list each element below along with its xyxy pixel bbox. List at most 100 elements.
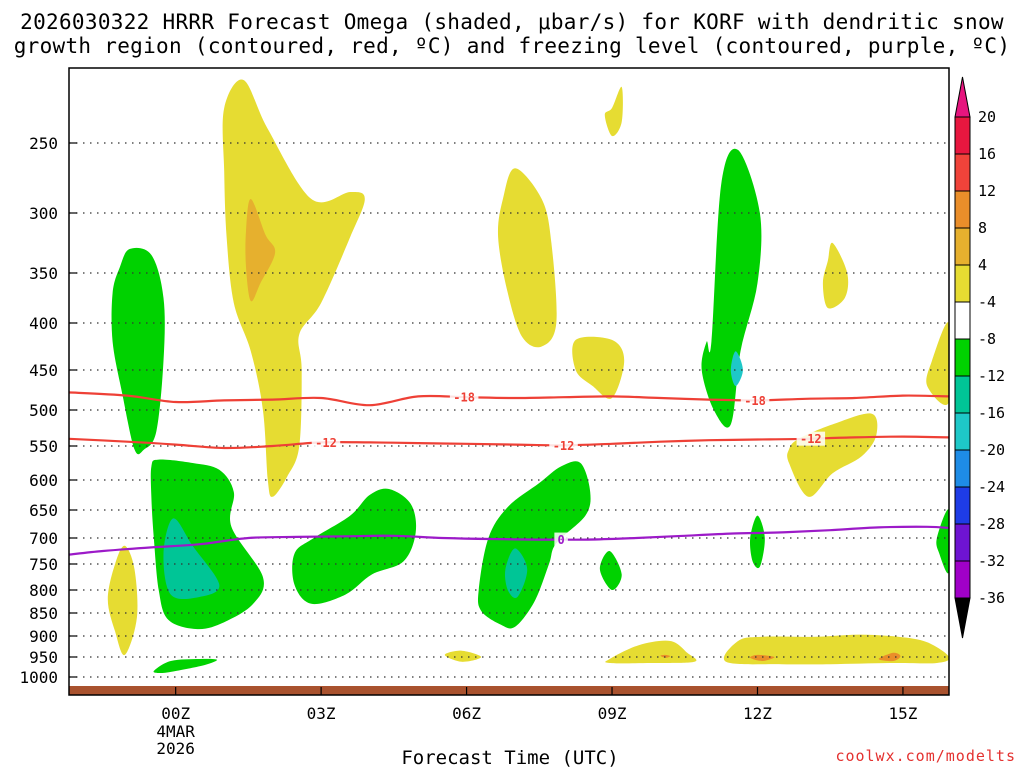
colorbar-swatch-16 [954, 153, 971, 192]
omega-region-0 [222, 79, 365, 497]
x-tick-label-15Z: 15Z [888, 704, 917, 723]
x-axis-label: Forecast Time (UTC) [401, 747, 618, 768]
omega-region-24 [749, 515, 765, 569]
ground-surface-bar [69, 686, 949, 695]
colorbar-top-arrow [954, 76, 971, 118]
x-tick-label-00Z: 00Z [161, 704, 190, 723]
omega-region-22 [504, 548, 528, 598]
y-tick-label-800: 800 [29, 581, 58, 600]
colorbar-label-4: 4 [978, 256, 987, 274]
omega-region-26 [153, 658, 217, 673]
omega-region-6 [926, 322, 949, 405]
y-tick-label-400: 400 [29, 314, 58, 333]
colorbar-swatch-8 [954, 227, 971, 266]
omega-region-3 [497, 168, 557, 348]
y-tick-label-700: 700 [29, 529, 58, 548]
colorbar-swatch--12 [954, 375, 971, 414]
y-tick-label-350: 350 [29, 264, 58, 283]
dgz-minus12-label-bg-0 [311, 435, 341, 450]
omega-region-5 [822, 242, 849, 309]
colorbar-swatch--32 [954, 560, 971, 599]
y-tick-label-950: 950 [29, 648, 58, 667]
colorbar-label--16: -16 [978, 404, 1005, 422]
x-date-label-2026: 2026 [156, 739, 195, 758]
dgz-minus18-label-0: -18 [453, 391, 475, 405]
dgz-minus18-line [69, 391, 949, 407]
omega-region-21 [477, 461, 591, 629]
freezing-level-label-0: 0 [558, 533, 565, 547]
credit-text: coolwx.com/modelts [835, 747, 1016, 765]
y-axis: 250 300 350 400 450 500 550 600 650 700 750 800 850 9… [19, 134, 77, 687]
colorbar-swatch--28 [954, 523, 971, 562]
plot-frame [68, 67, 950, 696]
omega-region-4 [572, 336, 625, 399]
colorbar-label--12: -12 [978, 367, 1005, 385]
omega-region-9 [444, 650, 482, 662]
omega-region-14 [878, 652, 901, 662]
colorbar-label--24: -24 [978, 478, 1005, 496]
omega-region-8 [107, 545, 138, 656]
x-tick-label-09Z: 09Z [598, 704, 627, 723]
colorbar-swatch-20 [954, 116, 971, 155]
omega-region-10 [605, 640, 697, 664]
colorbar-label--20: -20 [978, 441, 1005, 459]
dgz-minus12-label-2: -12 [800, 432, 822, 446]
omega-region-25 [936, 509, 949, 574]
omega-region-7 [787, 413, 878, 497]
x-date-label-4MAR: 4MAR [156, 722, 195, 741]
colorbar-label-12: 12 [978, 182, 996, 200]
colorbar-swatch--24 [954, 486, 971, 525]
colorbar-label--32: -32 [978, 552, 1005, 570]
freezing-level-line [69, 525, 949, 556]
y-tick-label-300: 300 [29, 204, 58, 223]
y-tick-label-1000: 1000 [19, 668, 58, 687]
omega-region-23 [599, 550, 622, 591]
y-tick-label-650: 650 [29, 501, 58, 520]
colorbar-swatch-12 [954, 190, 971, 229]
omega-region-15 [111, 247, 165, 455]
colorbar-swatch--4 [954, 301, 971, 340]
colorbar-label--28: -28 [978, 515, 1005, 533]
omega-region-20 [292, 488, 417, 605]
omega-shaded-regions [107, 79, 949, 673]
x-tick-label-06Z: 06Z [452, 704, 481, 723]
colorbar-label-20: 20 [978, 108, 996, 126]
dgz-minus18-label-bg-1 [740, 393, 770, 408]
colorbar-swatch--16 [954, 412, 971, 451]
y-tick-label-500: 500 [29, 401, 58, 420]
omega-region-19 [163, 518, 220, 600]
y-tick-label-450: 450 [29, 361, 58, 380]
colorbar-swatch--8 [954, 338, 971, 377]
chart-title-line-1: 2026030322 HRRR Forecast Omega (shaded, … [20, 10, 1004, 34]
freezing-level-label-bg-0 [554, 532, 568, 547]
y-tick-label-900: 900 [29, 627, 58, 646]
dgz-minus18-label-bg-0 [449, 390, 479, 405]
colorbar-label--8: -8 [978, 330, 996, 348]
y-tick-label-600: 600 [29, 471, 58, 490]
chart-title-line-2: growth region (contoured, red, ºC) and f… [14, 34, 1011, 58]
colorbar-swatch--20 [954, 449, 971, 488]
x-tick-label-03Z: 03Z [307, 704, 336, 723]
omega-region-16 [701, 148, 762, 428]
omega-region-12 [660, 654, 671, 658]
omega-colorbar: 20 16 12 8 4 -4 -8 -12 -16 -20 -24 -28 -32 -36 [954, 76, 1005, 639]
dgz-minus12-label-bg-2 [796, 431, 826, 446]
y-tick-label-550: 550 [29, 437, 58, 456]
omega-region-17 [730, 351, 743, 386]
colorbar-label-16: 16 [978, 145, 996, 163]
y-tick-label-850: 850 [29, 604, 58, 623]
colorbar-label--4: -4 [978, 293, 996, 311]
y-tick-label-750: 750 [29, 555, 58, 574]
dgz-minus12-label-1: -12 [553, 439, 575, 453]
dgz-minus12-label-bg-1 [549, 438, 578, 453]
omega-region-2 [604, 86, 623, 137]
temperature-contours: -18 -18 -12 -12 -12 0 [69, 390, 949, 556]
x-tick-label-12Z: 12Z [743, 704, 772, 723]
colorbar-bottom-arrow [954, 597, 971, 639]
omega-region-1 [245, 198, 276, 302]
dgz-minus12-label-0: -12 [315, 436, 337, 450]
dgz-minus18-label-1: -18 [744, 394, 766, 408]
colorbar-label--36: -36 [978, 589, 1005, 607]
